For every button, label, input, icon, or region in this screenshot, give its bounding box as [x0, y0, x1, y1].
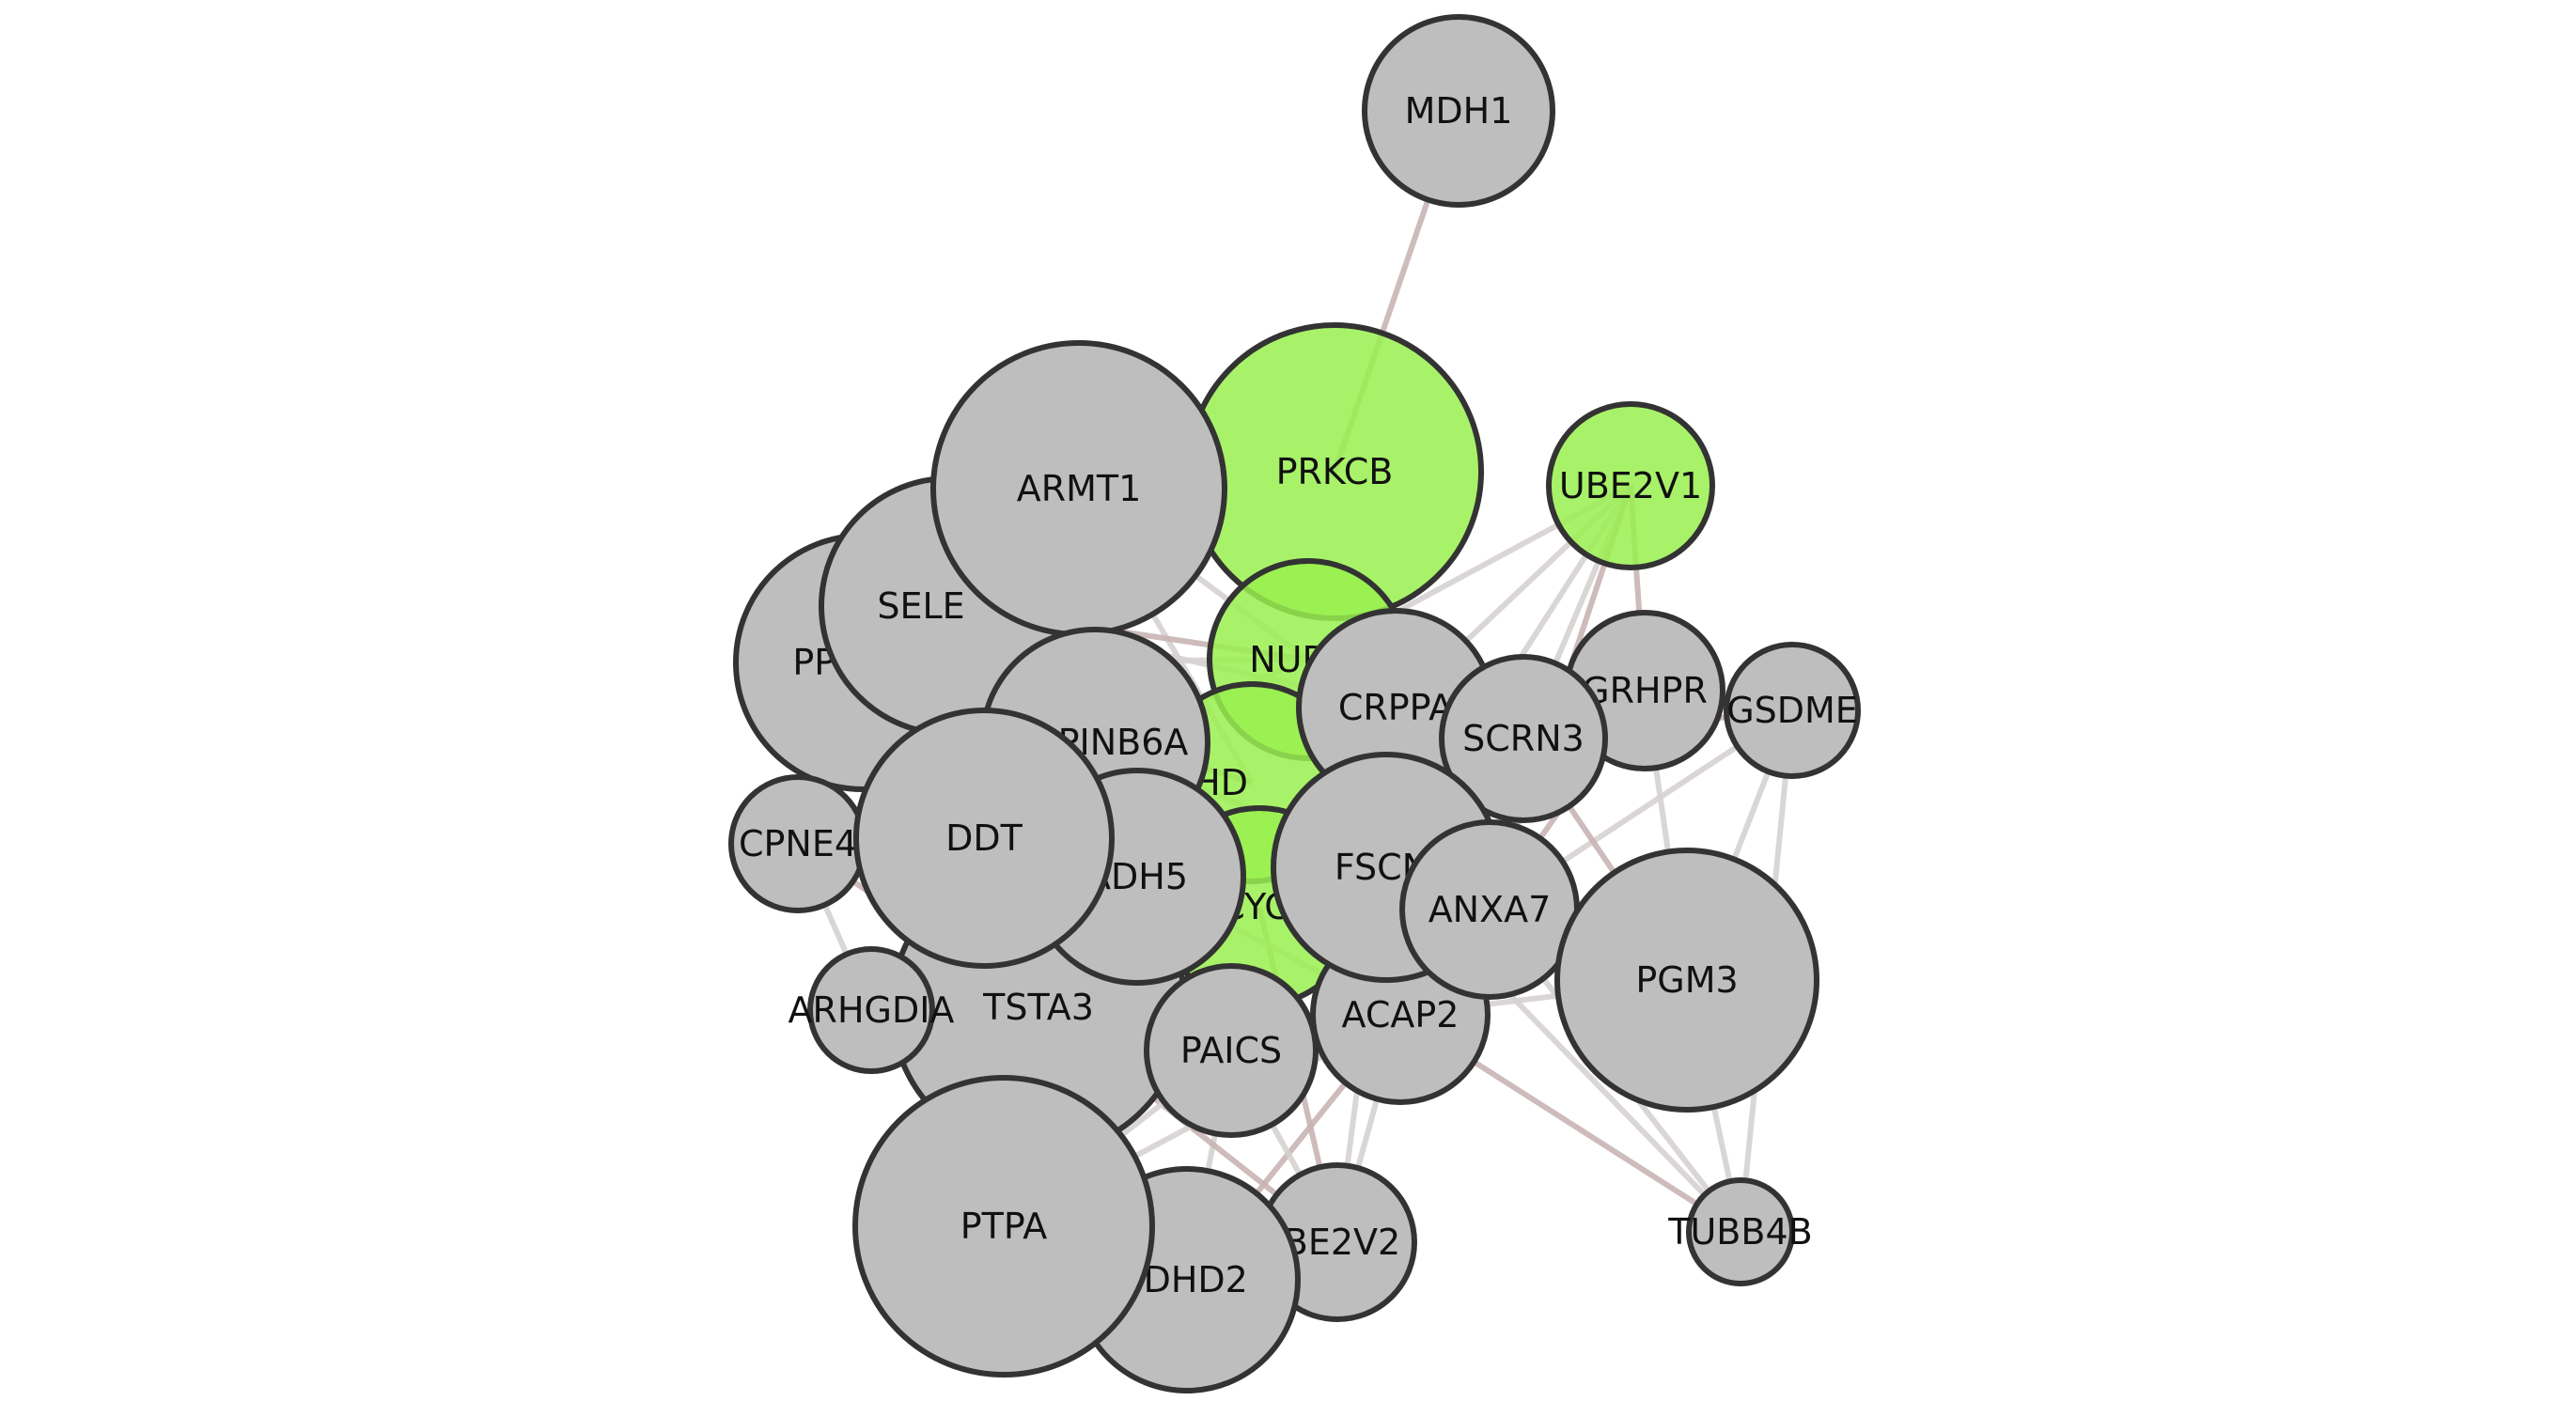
- node-label: ANXA7: [1429, 889, 1552, 930]
- node-circle[interactable]: [1554, 848, 1819, 1113]
- node-label: PAICS: [1180, 1030, 1282, 1071]
- node-label: PGM3: [1635, 959, 1738, 1001]
- node-label: ARHGDIA: [788, 989, 955, 1031]
- node-ptpa[interactable]: PTPA: [852, 1075, 1155, 1378]
- node-label: ACAP2: [1342, 994, 1460, 1035]
- node-label: BE2V2: [1284, 1222, 1400, 1263]
- node-label: PTPA: [960, 1206, 1048, 1247]
- node-circle[interactable]: [807, 946, 935, 1074]
- node-label: GRHPR: [1582, 670, 1708, 711]
- node-circle[interactable]: [1439, 654, 1608, 823]
- node-circle[interactable]: [1724, 642, 1861, 779]
- node-pgm3[interactable]: PGM3: [1554, 848, 1819, 1113]
- node-label: TUBB4B: [1667, 1211, 1812, 1253]
- node-label: TSTA3: [982, 987, 1094, 1028]
- node-gsdme[interactable]: GSDME: [1724, 642, 1861, 779]
- node-layer: MDH1PPP1RSELETSTA3CPNE4ARHGDIAPRKCBUBE2V…: [728, 14, 1861, 1393]
- node-ube2v1[interactable]: UBE2V1: [1546, 401, 1715, 570]
- node-circle[interactable]: [853, 708, 1115, 969]
- node-ddt[interactable]: DDT: [853, 708, 1115, 969]
- node-label: MDH1: [1405, 90, 1513, 132]
- node-circle[interactable]: [852, 1075, 1155, 1378]
- node-circle[interactable]: [1686, 1177, 1795, 1286]
- node-label: UBE2V1: [1559, 465, 1702, 506]
- node-circle[interactable]: [1362, 14, 1555, 208]
- node-mdh1[interactable]: MDH1: [1362, 14, 1555, 208]
- node-label: GSDME: [1726, 690, 1858, 731]
- node-cpne4[interactable]: CPNE4: [728, 774, 867, 913]
- node-label: CPNE4: [739, 823, 857, 864]
- node-armt1[interactable]: ARMT1: [930, 340, 1227, 637]
- node-label: CRPPA: [1338, 687, 1453, 728]
- node-arhgdia[interactable]: ARHGDIA: [788, 946, 955, 1074]
- node-circle[interactable]: [1144, 963, 1319, 1138]
- node-anxa7[interactable]: ANXA7: [1399, 819, 1580, 1000]
- node-label: SELE: [877, 585, 964, 627]
- node-scrn3[interactable]: SCRN3: [1439, 654, 1608, 823]
- node-paics[interactable]: PAICS: [1144, 963, 1319, 1138]
- node-label: PRKCB: [1276, 451, 1394, 492]
- node-label: ARMT1: [1017, 468, 1142, 509]
- node-label: DDT: [945, 817, 1023, 859]
- node-label: SCRN3: [1462, 718, 1585, 759]
- node-tubb4b[interactable]: TUBB4B: [1667, 1177, 1813, 1286]
- node-circle[interactable]: [1546, 401, 1715, 570]
